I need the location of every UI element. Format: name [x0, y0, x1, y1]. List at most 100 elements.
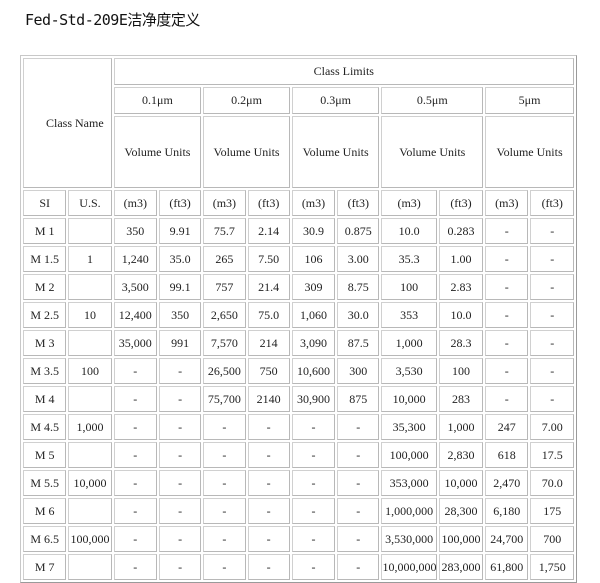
si-class-cell: M 4.5: [23, 414, 67, 440]
limit-cell: 265: [203, 246, 246, 272]
limit-cell: 70.0: [530, 470, 574, 496]
si-class-cell: M 5: [23, 442, 67, 468]
us-class-cell: [68, 274, 112, 300]
table-row: M 1.5 1 1,240 35.0 265 7.50 106 3.00 35.3 1.00- -: [23, 246, 574, 272]
limit-cell: 7,570: [203, 330, 246, 356]
unit-header-cell: (ft3): [438, 190, 484, 216]
limit-cell: 2,650: [203, 302, 246, 328]
limit-cell: -: [113, 526, 157, 552]
limit-cell: -: [291, 526, 336, 552]
limit-cell: 10,000: [438, 470, 484, 496]
unit-header-cell: (m3): [291, 190, 336, 216]
limit-cell: 106: [291, 246, 336, 272]
si-class-cell: M 3: [23, 330, 67, 356]
limit-cell: -: [247, 442, 290, 468]
limit-cell: -: [291, 442, 336, 468]
limit-cell: 7.00: [530, 414, 574, 440]
limit-cell: -: [485, 330, 529, 356]
table-row: M 3 35,000 991 7,570 214 3,090 87.5 1,000 28.3- -: [23, 330, 574, 356]
us-class-cell: 100,000: [68, 526, 112, 552]
limit-cell: 35,000: [113, 330, 157, 356]
limit-cell: -: [485, 386, 529, 412]
limit-cell: 700: [530, 526, 574, 552]
limit-cell: 9.91: [158, 218, 202, 244]
limit-cell: 618: [485, 442, 529, 468]
volume-units-header: Volume Units: [203, 116, 290, 188]
si-class-cell: M 4: [23, 386, 67, 412]
limit-cell: -: [113, 498, 157, 524]
limit-cell: -: [203, 554, 246, 580]
limit-cell: 87.5: [337, 330, 380, 356]
limit-cell: 1,240: [113, 246, 157, 272]
limit-cell: 10,000,000: [381, 554, 437, 580]
limit-cell: 300: [337, 358, 380, 384]
limit-cell: -: [337, 498, 380, 524]
limit-cell: 75,700: [203, 386, 246, 412]
size-header: 0.5μm: [381, 87, 484, 114]
unit-header-cell: (m3): [203, 190, 246, 216]
limit-cell: 24,700: [485, 526, 529, 552]
limit-cell: -: [203, 526, 246, 552]
limit-cell: -: [337, 442, 380, 468]
limit-cell: 1,000: [438, 414, 484, 440]
limit-cell: 75.7: [203, 218, 246, 244]
limit-cell: 10,000: [381, 386, 437, 412]
limit-cell: -: [158, 526, 202, 552]
limit-cell: -: [337, 414, 380, 440]
size-header: 5μm: [485, 87, 574, 114]
limit-cell: -: [485, 358, 529, 384]
table-row: M 2.5 10 12,400 350 2,650 75.0 1,060 30.0 353 10.…: [23, 302, 574, 328]
limit-cell: -: [337, 554, 380, 580]
limit-cell: 247: [485, 414, 529, 440]
class-name-header: Class Name: [23, 58, 112, 188]
us-class-cell: [68, 218, 112, 244]
limit-cell: -: [158, 358, 202, 384]
size-header: 0.3μm: [291, 87, 380, 114]
us-class-cell: [68, 442, 112, 468]
limit-cell: -: [158, 470, 202, 496]
limit-cell: 6,180: [485, 498, 529, 524]
us-class-cell: 10: [68, 302, 112, 328]
limit-cell: -: [247, 470, 290, 496]
unit-header-cell: (ft3): [158, 190, 202, 216]
limit-cell: -: [291, 554, 336, 580]
limit-cell: -: [530, 218, 574, 244]
limit-cell: 1,000: [381, 330, 437, 356]
volume-units-header: Volume Units: [291, 116, 380, 188]
limit-cell: 100,000: [438, 526, 484, 552]
us-class-cell: [68, 554, 112, 580]
us-class-cell: 1: [68, 246, 112, 272]
limit-cell: 2,470: [485, 470, 529, 496]
limit-cell: 21.4: [247, 274, 290, 300]
limit-cell: 75.0: [247, 302, 290, 328]
limit-cell: -: [337, 526, 380, 552]
limit-cell: -: [247, 414, 290, 440]
table-row: M 3.5 100- -26,500 750 10,600 300 3,530 100- -: [23, 358, 574, 384]
table-row: M 4.5 1,000- - - - - -35,300 1,000 247 7.00: [23, 414, 574, 440]
unit-header-cell: (ft3): [530, 190, 574, 216]
limit-cell: 353: [381, 302, 437, 328]
limit-cell: -: [158, 414, 202, 440]
unit-header-row: SI U.S. (m3) (ft3) (m3) (ft3) (m3) (ft3) (m3) (ft…: [23, 190, 574, 216]
limit-cell: 3,530: [381, 358, 437, 384]
limit-cell: -: [291, 414, 336, 440]
size-header: 0.1μm: [113, 87, 202, 114]
limit-cell: -: [158, 498, 202, 524]
limit-cell: -: [203, 414, 246, 440]
limit-cell: 1,000,000: [381, 498, 437, 524]
limit-cell: 750: [247, 358, 290, 384]
si-class-cell: M 7: [23, 554, 67, 580]
limit-cell: 350: [158, 302, 202, 328]
limit-cell: 3,530,000: [381, 526, 437, 552]
table-row: M 5- - - - - -100,000 2,830 618 17.5: [23, 442, 574, 468]
limit-cell: -: [113, 414, 157, 440]
page-title: Fed-Std-209E洁净度定义: [25, 11, 200, 29]
limit-cell: -: [247, 498, 290, 524]
limit-cell: -: [530, 386, 574, 412]
limit-cell: 2.14: [247, 218, 290, 244]
limit-cell: 26,500: [203, 358, 246, 384]
limit-cell: 757: [203, 274, 246, 300]
table-row: M 6.5 100,000- - - - - -3,530,000 100,000 24,700…: [23, 526, 574, 552]
limit-cell: 309: [291, 274, 336, 300]
table-row: M 4- -75,700 2140 30,900 875 10,000 283- -: [23, 386, 574, 412]
